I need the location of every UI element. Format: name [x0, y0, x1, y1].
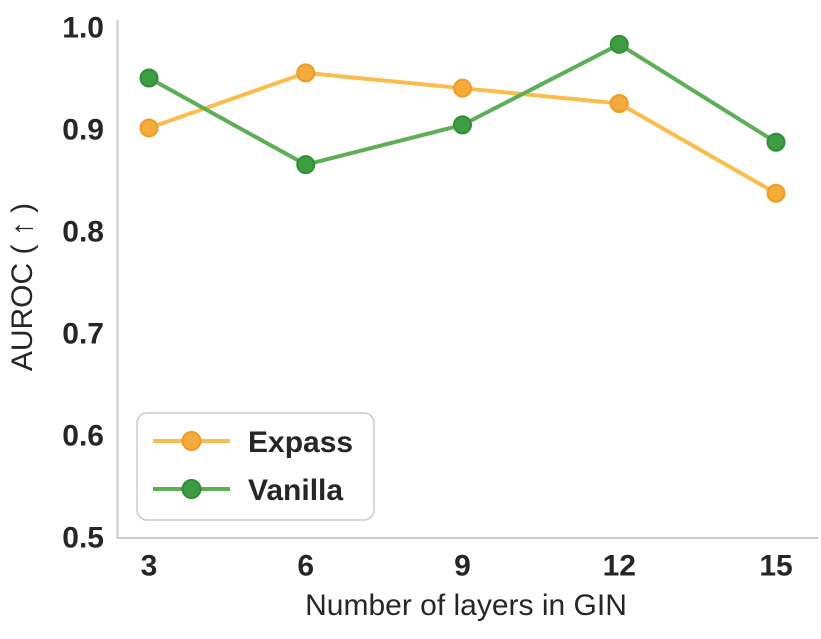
expass-marker [766, 183, 786, 203]
vanilla-marker [139, 68, 159, 88]
x-tick-label: 15 [759, 550, 792, 583]
vanilla-marker [766, 132, 786, 152]
vanilla-marker [453, 115, 472, 135]
x-axis-tick-labels: 3 6 9 12 15 [141, 550, 793, 583]
expass-marker [609, 93, 629, 113]
y-axis-tick-labels: 0.5 0.6 0.7 0.8 0.9 1.0 [62, 12, 104, 555]
y-tick-label: 0.8 [62, 216, 104, 249]
vanilla-line [147, 42, 778, 167]
legend: Expass Vanilla [136, 412, 375, 521]
legend-item-vanilla: Vanilla [153, 474, 343, 507]
x-tick-label: 12 [603, 550, 636, 583]
y-tick-label: 0.5 [62, 522, 104, 555]
expass-marker [296, 63, 316, 83]
expass-marker [453, 78, 472, 98]
y-tick-label: 0.6 [62, 420, 104, 453]
vanilla-marker [296, 155, 316, 175]
y-axis-title: AUROC ( ↑ ) [6, 203, 39, 371]
legend-label-vanilla: Vanilla [248, 474, 343, 507]
x-axis-title: Number of layers in GIN [305, 589, 627, 622]
x-tick-label: 6 [297, 550, 314, 583]
legend-marker-expass [181, 431, 202, 451]
legend-item-expass: Expass [153, 426, 353, 459]
vanilla-marker [609, 34, 629, 54]
series-expass [139, 63, 786, 203]
y-tick-label: 0.9 [62, 114, 104, 147]
y-tick-label: 1.0 [62, 12, 104, 45]
series-vanilla [139, 34, 786, 175]
data-series-layer [139, 34, 786, 203]
x-tick-label: 3 [141, 550, 158, 583]
y-tick-label: 0.7 [62, 318, 104, 351]
x-tick-label: 9 [454, 550, 471, 583]
legend-label-expass: Expass [248, 426, 353, 459]
expass-marker [139, 118, 159, 138]
legend-marker-vanilla [181, 479, 202, 499]
axes-spines [116, 20, 818, 539]
